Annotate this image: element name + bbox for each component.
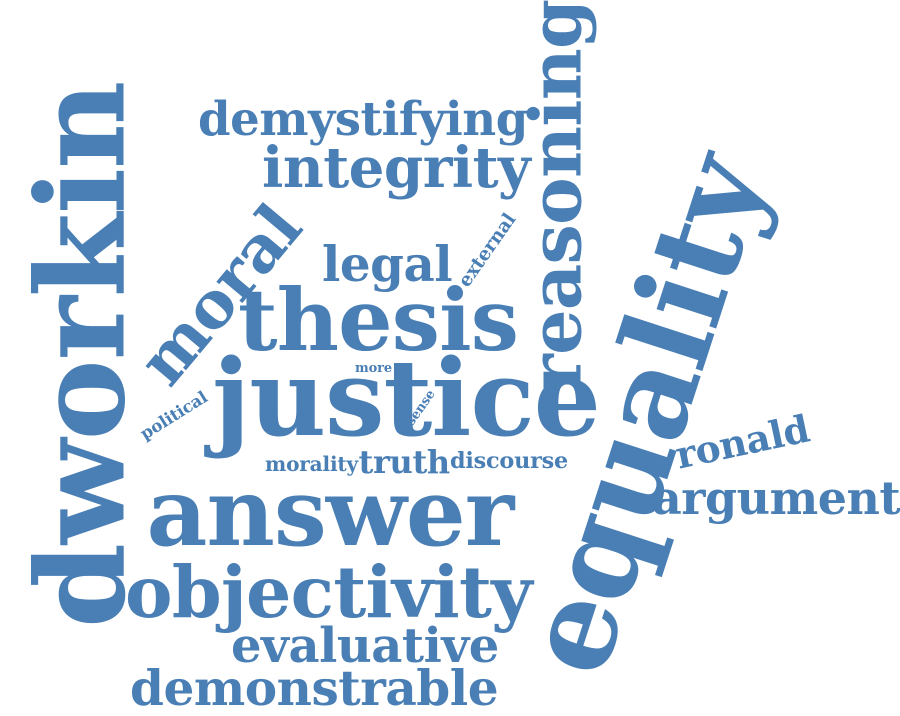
word-dworkin: dworkin <box>20 82 142 628</box>
word-discourse: discourse <box>450 450 568 472</box>
word-truth: truth <box>359 446 450 478</box>
word-morality: morality <box>265 454 358 474</box>
word-evaluative: evaluative <box>231 622 499 670</box>
word-argument: argument <box>652 476 900 522</box>
word-legal: legal <box>322 241 452 289</box>
word-reasoning: reasoning <box>520 0 592 392</box>
word-integrity: integrity <box>262 140 530 196</box>
word-more: more <box>355 362 392 375</box>
word-demystifying: demystifying <box>198 96 528 143</box>
word-answer: answer <box>147 466 514 560</box>
